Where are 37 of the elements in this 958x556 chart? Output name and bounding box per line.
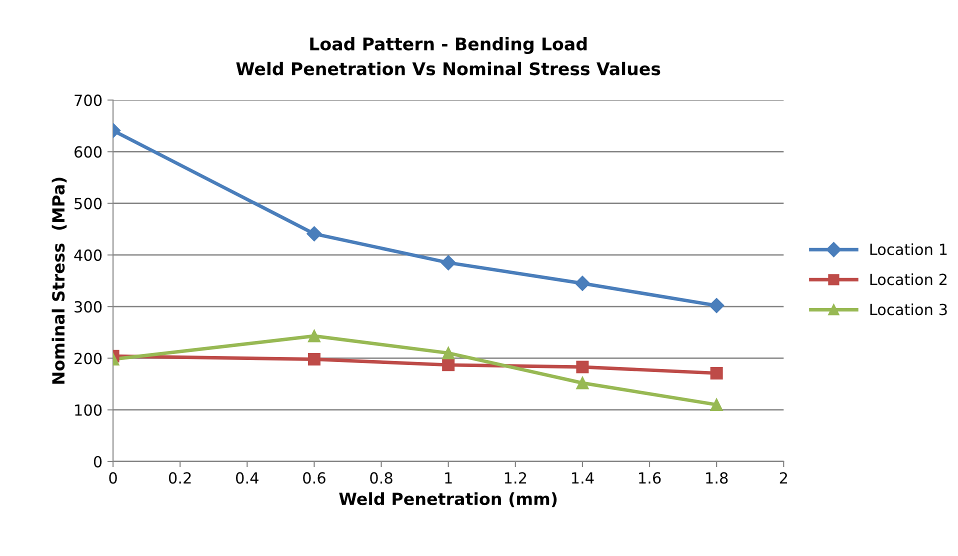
legend-label: Location 2 [870,273,947,286]
y-tick-label: 500 [74,198,102,210]
x-tick-label: 0.4 [236,472,258,484]
point [576,376,589,390]
x-tick-label: 0.2 [168,472,191,484]
y-tick-label: 300 [74,301,102,313]
point [574,276,590,291]
x-tick-label: 1 [445,472,452,484]
point [308,353,320,366]
y-tick-label: 400 [74,249,102,261]
point [710,366,723,380]
x-axis-title: Weld Penetration (mm) [339,492,557,508]
point [576,360,589,374]
point [442,346,455,360]
point [440,255,456,270]
x-tick-label: 1.4 [572,472,594,484]
x-tick-label: 0.6 [303,472,326,484]
point [709,298,724,314]
y-tick-label: 0 [94,456,102,468]
x-tick-label: 1.6 [639,472,661,484]
point [306,226,322,242]
y-tick-label: 200 [74,352,102,364]
point [710,398,723,411]
y-tick-label: 100 [75,404,102,416]
x-tick-label: 1.8 [706,472,728,484]
point [308,330,320,342]
chart-title: Load Pattern - Bending Load Weld Penetration Vs Nominal Stress Values [236,37,660,76]
x-tick-label: 1.2 [504,472,526,484]
x-tick-label: 2 [780,472,787,484]
legend-label: Location 3 [870,303,947,316]
x-tick-label: 0 [109,472,117,484]
legend-label: Location 1 [870,243,947,256]
point [442,358,455,372]
y-tick-label: 700 [74,94,102,106]
y-tick-label: 600 [74,146,102,158]
y-axis-title: Nominal Stress (MPa) [52,178,67,384]
x-tick-label: 0.8 [370,472,392,484]
